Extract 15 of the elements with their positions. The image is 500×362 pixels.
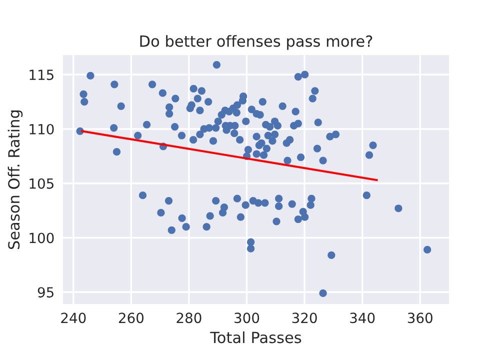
- y-axis-title: Season Off. Rating: [8, 110, 23, 250]
- x-axis-title: Total Passes: [210, 331, 302, 344]
- x-tick-label: 300: [234, 312, 260, 324]
- y-tick-label: 115: [30, 70, 54, 80]
- y-tick-label: 95: [38, 287, 54, 298]
- y-tick-label: 110: [30, 124, 54, 134]
- y-tick-label: 100: [30, 232, 54, 244]
- x-tick-label: 360: [408, 312, 432, 324]
- y-tick-label: 105: [30, 178, 54, 189]
- x-tick-label: 340: [350, 312, 375, 324]
- x-tick-label: 280: [176, 312, 202, 324]
- x-tick-label: 260: [118, 312, 144, 324]
- x-tick-label: 240: [61, 312, 86, 324]
- chart-title: Do better offenses pass more?: [140, 35, 372, 50]
- x-tick-label: 320: [292, 312, 317, 324]
